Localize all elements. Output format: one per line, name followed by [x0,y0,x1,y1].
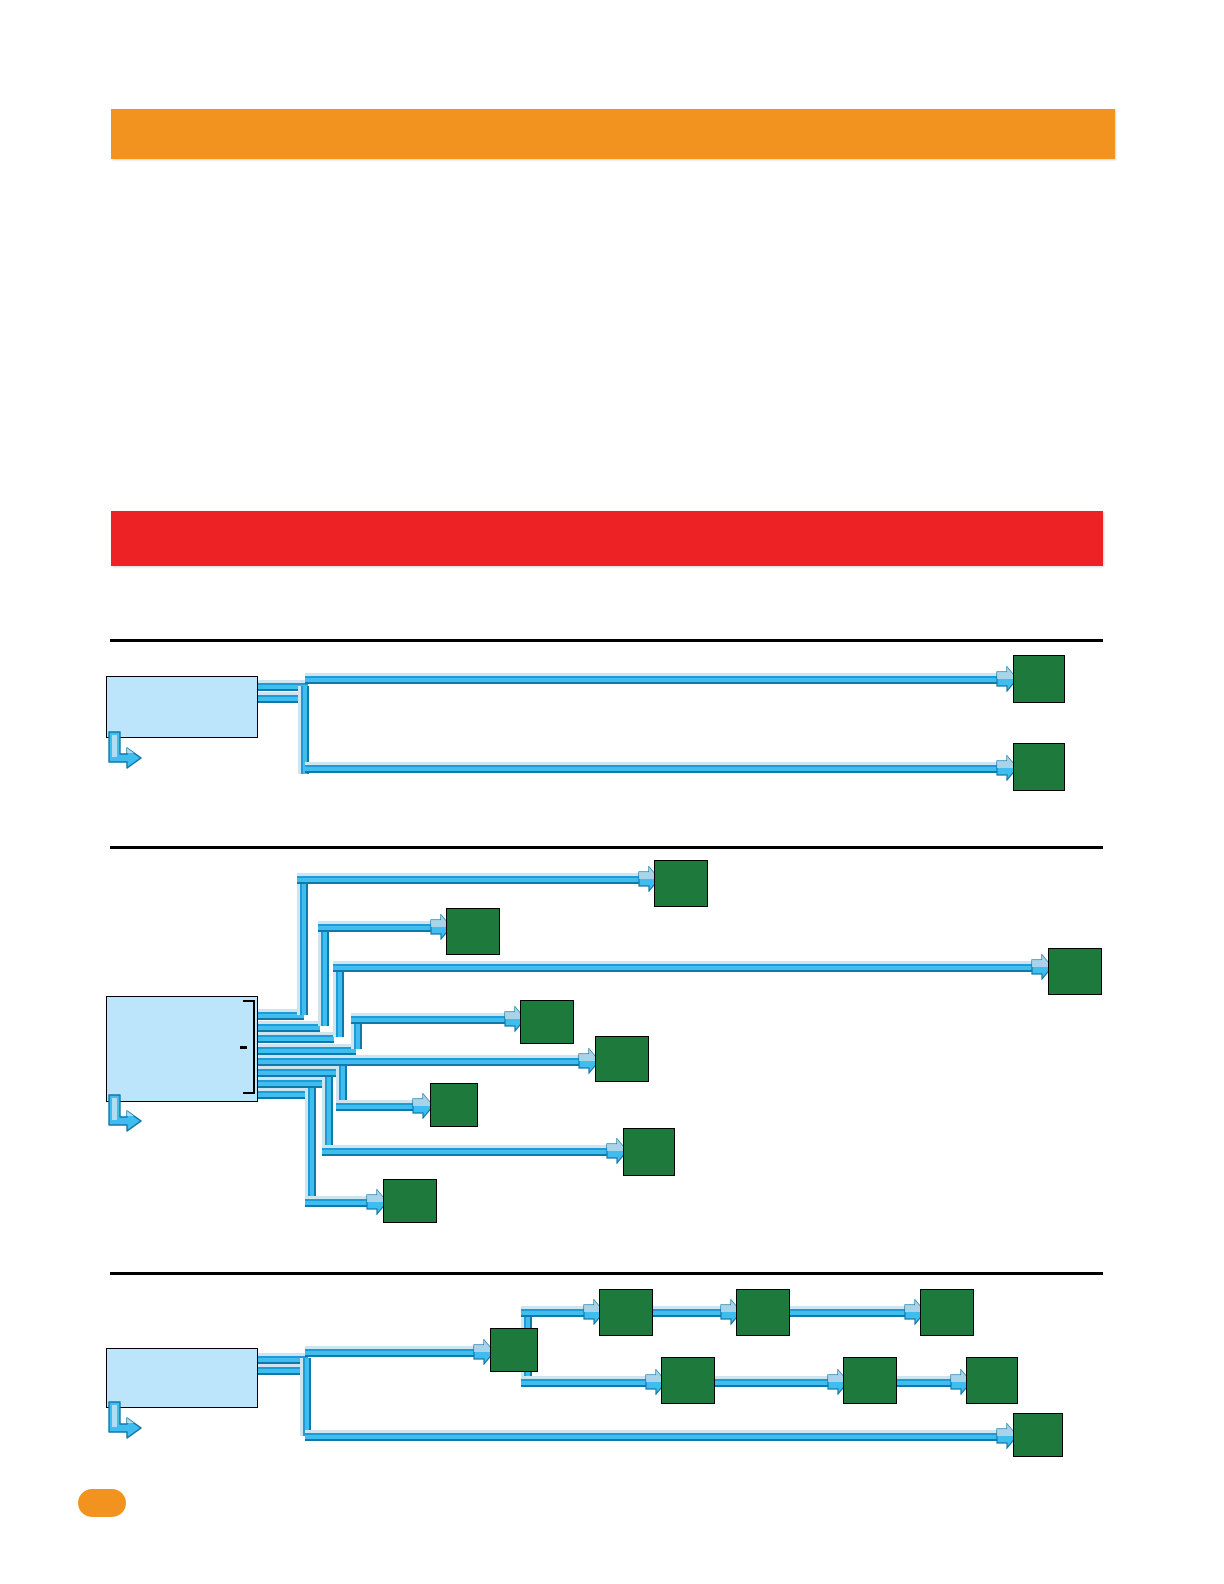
dest-box-3-b1[interactable] [661,1357,715,1404]
pipe-2-run-3 [333,961,1041,972]
pipe-1-stub-bottom [256,692,308,703]
section-divider-3 [110,1272,1103,1275]
elbow-down-right-arrow-3 [108,1401,142,1439]
pipe-2-stub-1 [256,1009,304,1020]
dest-box-2-4[interactable] [520,1000,574,1044]
hub-box-3[interactable] [490,1328,538,1372]
pipe-2-run-2 [318,921,443,932]
dest-box-1-2[interactable] [1013,743,1065,791]
pipe-2-run-7 [322,1145,618,1156]
pipe-3-hub-run-top [521,1306,601,1317]
orange-title-banner [111,109,1115,159]
pipe-2-run-1 [297,873,649,884]
fan-out-bracket [243,1000,255,1094]
pipe-2-stub-3 [256,1032,334,1043]
pipe-3-hub-run-mid [521,1376,666,1387]
dest-box-3-a1[interactable] [599,1289,653,1336]
pipe-3-stub-top [256,1353,308,1364]
dest-box-2-1[interactable] [654,860,708,907]
pipe-1-run-top [305,673,1005,684]
section-divider-1 [110,639,1103,642]
pipe-3-chain-mid-2 [895,1376,971,1387]
pipe-2-riser-6 [336,1066,347,1106]
dest-box-1-1[interactable] [1013,655,1065,703]
pipe-2-stub-5 [256,1055,348,1066]
source-box-2[interactable] [106,996,258,1102]
pipe-2-riser-2 [318,921,329,1026]
pipe-2-riser-1 [297,873,308,1015]
source-box-3[interactable] [106,1348,258,1408]
dest-box-2-3[interactable] [1048,948,1102,995]
pipe-3-run-to-hub [305,1346,495,1357]
elbow-down-right-arrow-2 [108,1094,142,1132]
pipe-2-run-6 [336,1100,426,1111]
pipe-2-riser-4 [351,1014,362,1049]
page-number-badge [78,1489,126,1517]
red-section-banner [111,511,1103,566]
pipe-2-stub-4 [256,1044,356,1055]
pipe-3-chain-top-2 [788,1306,926,1317]
pipe-2-stub-8 [256,1088,310,1099]
pipe-1-vertical [298,686,309,774]
pipe-3-stub-bottom [256,1364,308,1375]
dest-box-3-b2[interactable] [843,1357,897,1404]
dest-box-2-6[interactable] [430,1083,478,1127]
pipe-3-run-bypass [305,1430,1015,1441]
dest-box-2-2[interactable] [446,908,500,955]
pipe-3-hub-riser-top [521,1306,532,1346]
source-box-1[interactable] [106,676,258,738]
pipe-2-riser-7 [322,1077,333,1149]
elbow-down-right-arrow-1 [108,731,142,769]
pipe-3-chain-top-1 [650,1306,742,1317]
dest-box-3-c1[interactable] [1013,1413,1063,1457]
pipe-2-stub-6 [256,1066,342,1077]
dest-box-2-5[interactable] [595,1036,649,1082]
pipe-3-vertical [300,1358,311,1436]
fan-out-bracket-nub [240,1046,247,1049]
pipe-2-riser-8 [305,1088,316,1196]
section-divider-2 [110,846,1103,849]
pipe-2-run-5 [340,1055,590,1066]
pipe-1-run-bottom [305,762,1005,773]
dest-box-3-a2[interactable] [736,1289,790,1336]
dest-box-3-a3[interactable] [920,1289,974,1336]
pipe-2-stub-2 [256,1021,320,1032]
pipe-2-riser-3 [333,961,344,1037]
pipe-1-stub-top [256,680,308,691]
pipe-3-chain-mid-1 [713,1376,849,1387]
pipe-2-run-8 [305,1196,379,1207]
pipe-2-run-4 [351,1013,516,1024]
dest-box-2-7[interactable] [623,1128,675,1176]
dest-box-3-b3[interactable] [966,1357,1018,1404]
dest-box-2-8[interactable] [383,1179,437,1223]
pipe-2-stub-7 [256,1077,324,1088]
